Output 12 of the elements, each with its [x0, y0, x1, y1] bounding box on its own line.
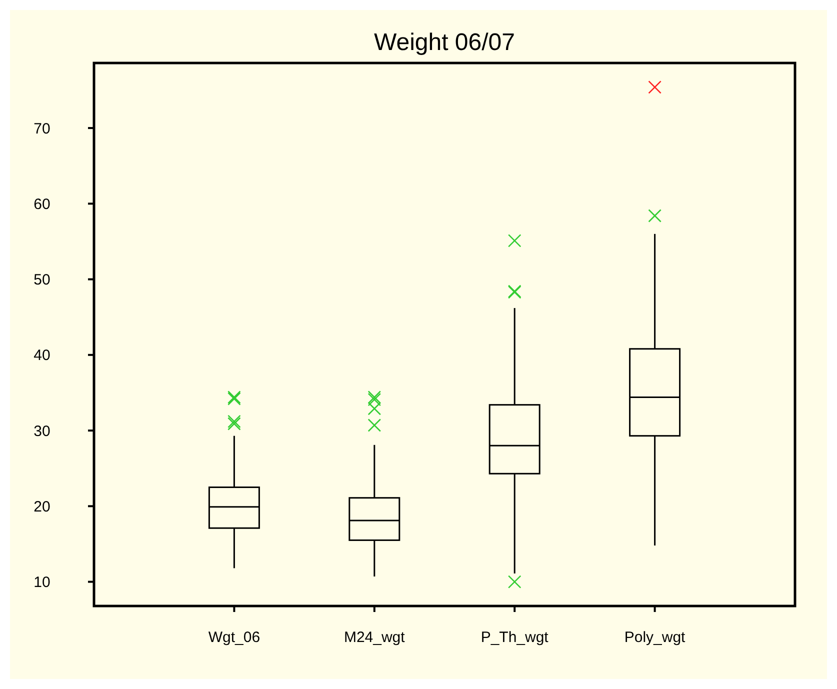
y-tick-label: 40 [34, 347, 50, 364]
x-tick-label: P_Th_wgt [480, 629, 550, 646]
y-tick-label: 10 [34, 574, 50, 592]
y-tick-label: 60 [34, 196, 50, 213]
x-tick-label: M24_wgt [344, 629, 406, 646]
chart-title: Weight 06/07 [374, 29, 515, 56]
x-tick-label: Wgt_06 [208, 629, 260, 646]
y-tick-label: 70 [34, 120, 50, 138]
y-tick-label: 30 [34, 422, 50, 440]
y-tick-label: 50 [34, 272, 50, 289]
x-tick-label: Poly_wgt [624, 629, 686, 646]
y-tick-label: 20 [34, 498, 50, 516]
